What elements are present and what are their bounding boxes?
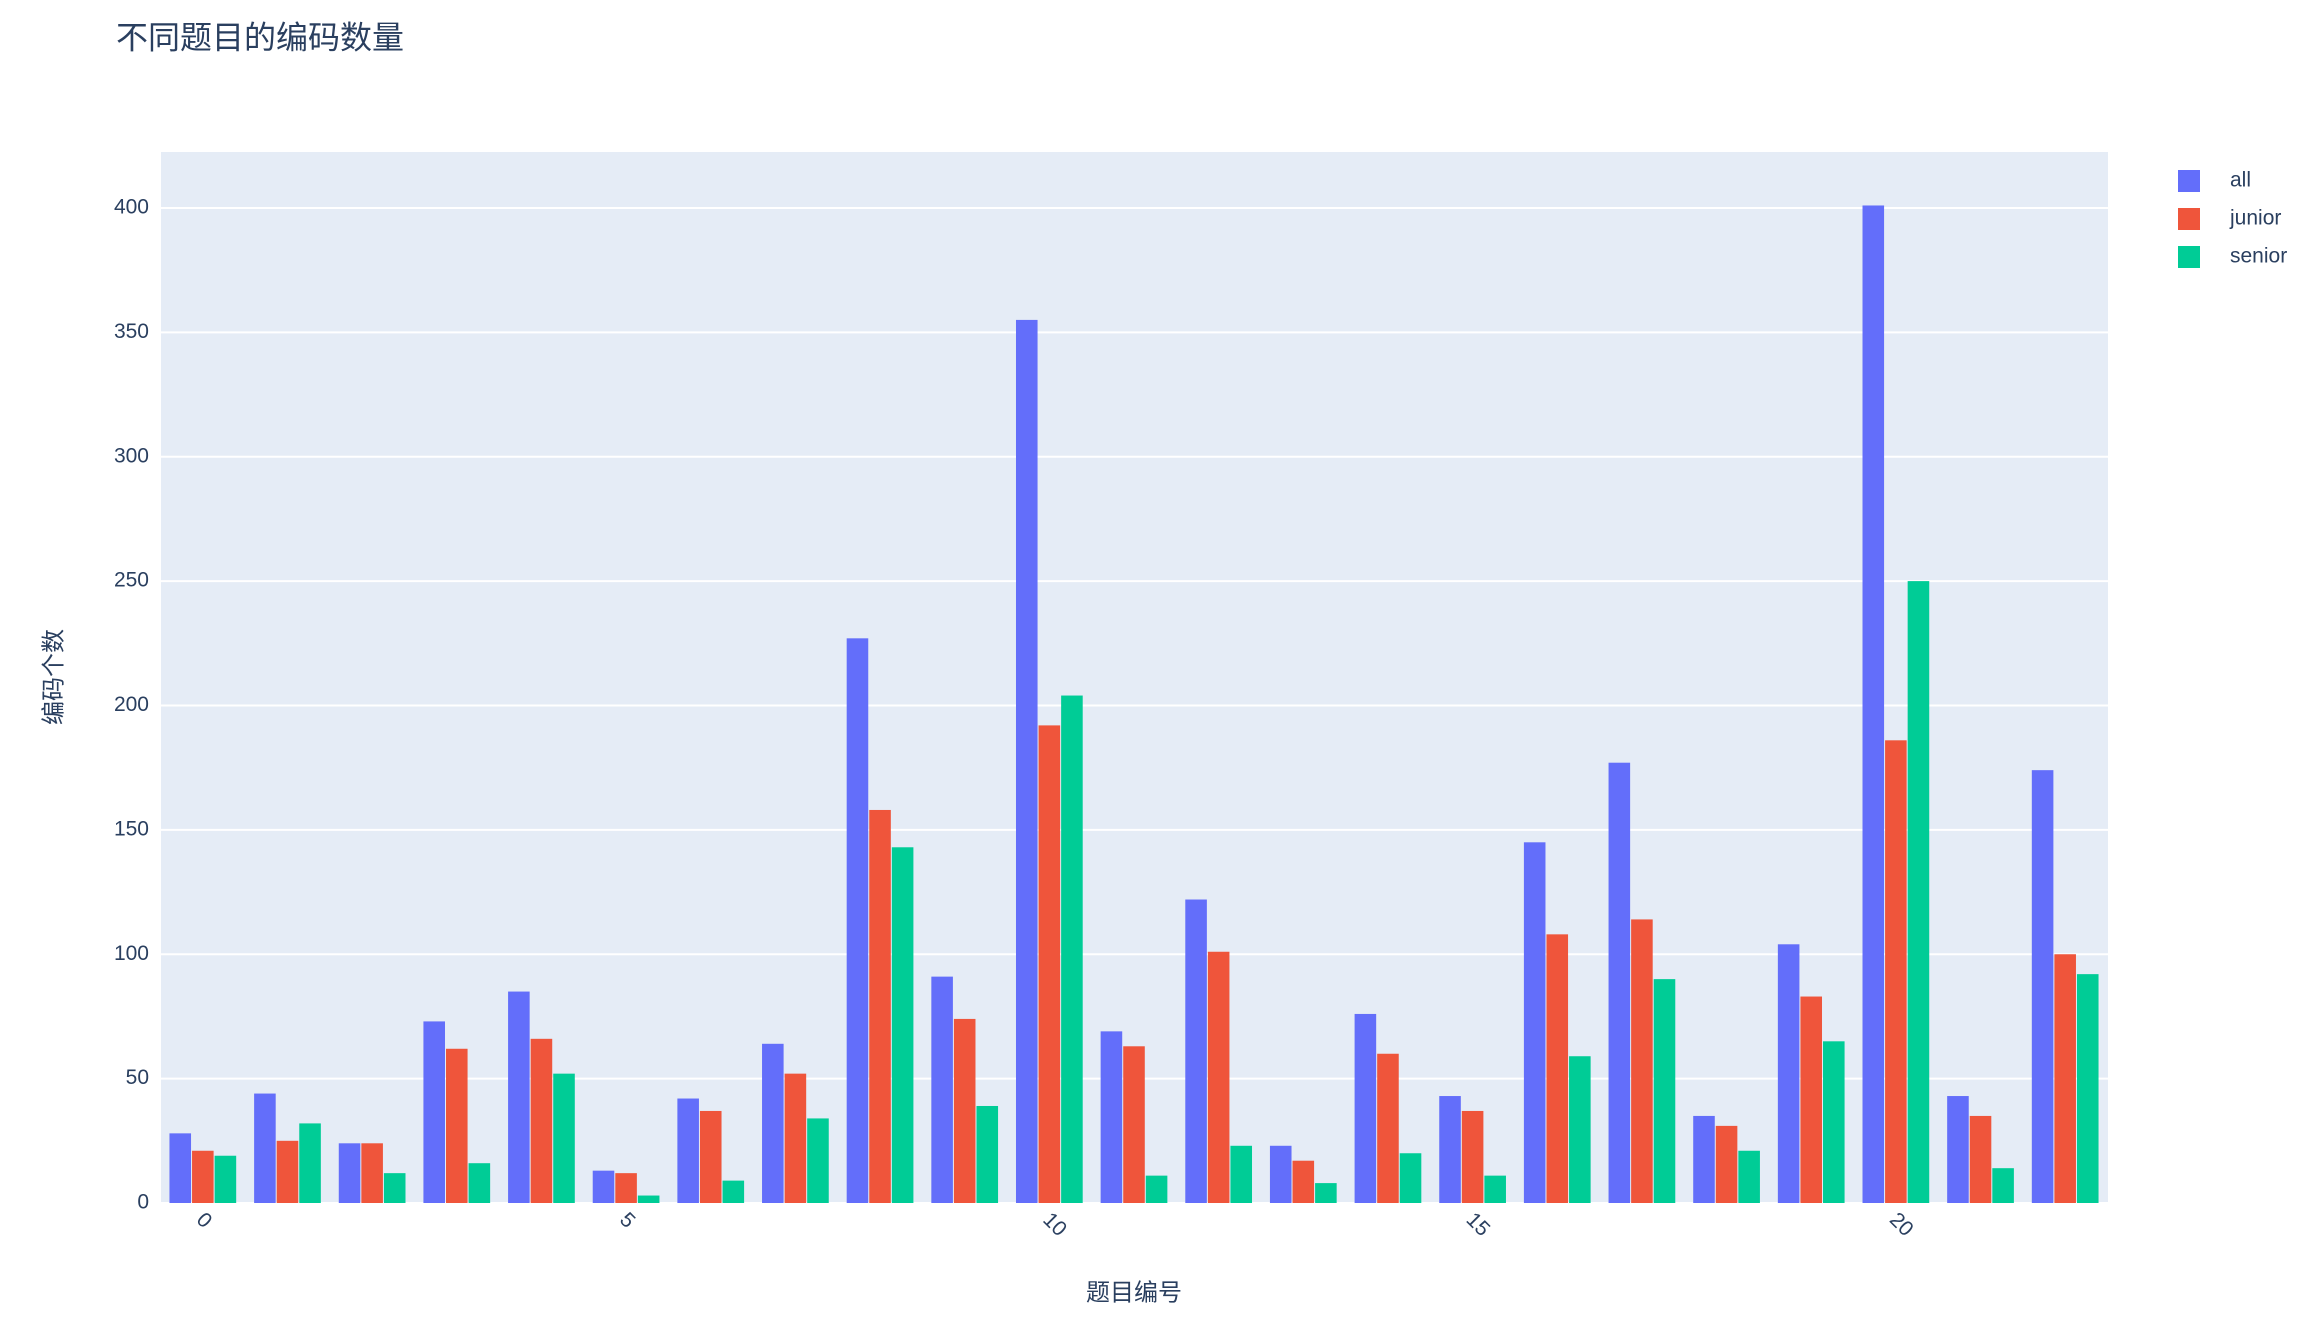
y-tick-label: 150: [114, 817, 149, 840]
bar: [1439, 1096, 1461, 1203]
chart-title: 不同题目的编码数量: [116, 19, 404, 55]
x-tick-label: 10: [1038, 1208, 1071, 1241]
y-tick-label: 300: [114, 444, 149, 467]
bar: [553, 1073, 575, 1203]
bar: [468, 1163, 491, 1203]
bar: [1969, 1115, 1992, 1203]
bar: [891, 847, 914, 1203]
bar: [1823, 1041, 1845, 1203]
y-tick-label: 350: [114, 320, 149, 343]
bar: [807, 1118, 829, 1203]
bar: [214, 1155, 237, 1203]
bar: [1292, 1160, 1315, 1203]
bar: [1569, 1056, 1591, 1203]
bar: [2031, 770, 2054, 1203]
bar: [445, 1048, 468, 1203]
bar: [1862, 205, 1885, 1203]
y-tick-label: 100: [114, 942, 149, 965]
bar: [1907, 581, 1930, 1203]
bar: [1693, 1115, 1715, 1203]
bar: [383, 1173, 406, 1203]
bar: [1207, 951, 1230, 1203]
bar: [1777, 944, 1800, 1203]
bar: [615, 1173, 637, 1203]
bar: [784, 1073, 807, 1203]
x-tick-label: 15: [1462, 1208, 1495, 1241]
bar: [1715, 1125, 1738, 1203]
bar: [1885, 740, 1907, 1203]
bar: [2076, 974, 2099, 1203]
bar: [1315, 1183, 1337, 1203]
bar: [192, 1150, 214, 1203]
bar: [1461, 1110, 1484, 1203]
bar: [276, 1140, 299, 1203]
bar: [1800, 996, 1823, 1203]
y-tick-label: 0: [137, 1191, 149, 1214]
x-axis-title: 题目编号: [1086, 1279, 1182, 1306]
bar: [1100, 1031, 1123, 1203]
bar: [254, 1093, 276, 1203]
bar: [338, 1143, 361, 1203]
bar: [931, 976, 953, 1203]
bar: [953, 1018, 976, 1203]
bar: [169, 1133, 192, 1203]
legend-label: all: [2230, 169, 2251, 192]
y-tick-label: 250: [114, 569, 149, 592]
bar: [1738, 1150, 1760, 1203]
bar: [1377, 1053, 1399, 1203]
bar: [1123, 1046, 1145, 1203]
bar: [1015, 319, 1038, 1203]
bar: [1354, 1013, 1377, 1203]
legend-label: junior: [2229, 207, 2281, 230]
bar: [1185, 899, 1207, 1203]
legend-label: senior: [2230, 245, 2287, 268]
y-tick-label: 50: [126, 1066, 149, 1089]
x-tick-label: 20: [1885, 1208, 1918, 1241]
bar: [846, 638, 869, 1203]
bar: [530, 1038, 553, 1203]
y-tick-label: 400: [114, 196, 149, 219]
bar: [1608, 762, 1631, 1203]
bar: [762, 1043, 784, 1203]
bar: [637, 1195, 660, 1203]
bar: [592, 1170, 615, 1203]
bar: [1523, 842, 1546, 1203]
bar: [1269, 1145, 1292, 1203]
x-tick-label: 0: [192, 1208, 217, 1233]
legend-swatch: [2178, 170, 2200, 192]
bar: [1653, 979, 1676, 1203]
y-axis-title: 编码个数: [40, 629, 67, 725]
y-tick-label: 200: [114, 693, 149, 716]
bar: [1947, 1096, 1969, 1203]
bar: [1631, 919, 1653, 1203]
bar: [1230, 1145, 1253, 1203]
bar: [508, 991, 530, 1203]
bar: [976, 1105, 999, 1203]
bar: [1992, 1168, 2014, 1203]
bar: [1145, 1175, 1168, 1203]
bar: [2054, 954, 2076, 1203]
bar: [423, 1021, 445, 1203]
bar: [1399, 1153, 1422, 1203]
bar: [1038, 725, 1061, 1203]
bar: [1061, 695, 1083, 1203]
x-tick-label: 5: [615, 1208, 640, 1233]
bar: [1546, 934, 1569, 1203]
bar: [677, 1098, 699, 1203]
bar: [722, 1180, 745, 1203]
bar: [1484, 1175, 1506, 1203]
legend-swatch: [2178, 208, 2200, 230]
bar: [699, 1110, 722, 1203]
bar: [299, 1123, 321, 1203]
bar: [869, 809, 891, 1203]
legend-swatch: [2178, 246, 2200, 268]
bar: [361, 1143, 383, 1203]
